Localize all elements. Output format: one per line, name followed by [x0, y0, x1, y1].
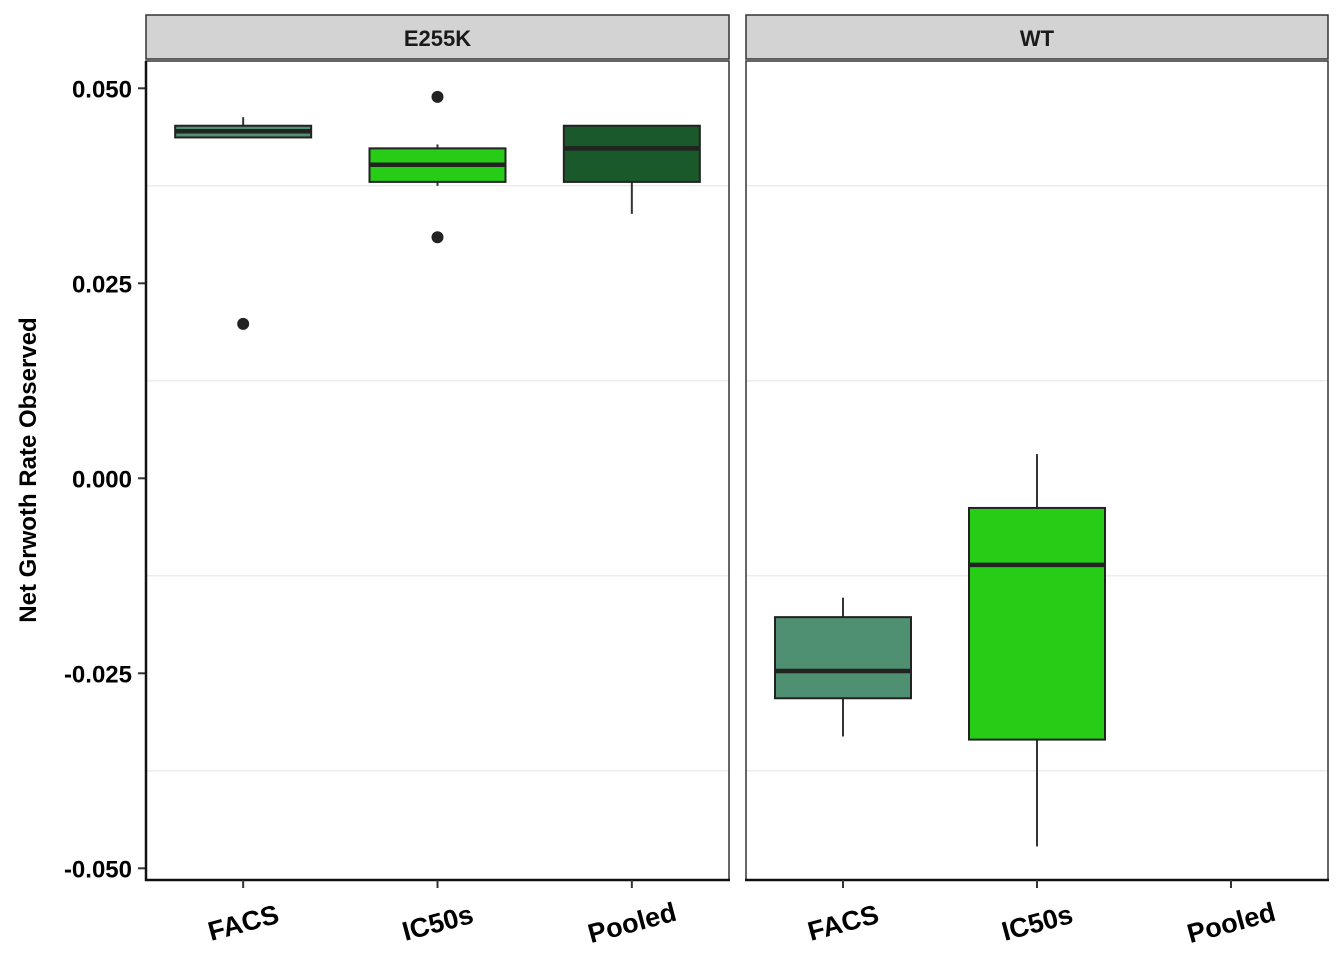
box-facs — [774, 597, 912, 737]
box-facs — [174, 117, 313, 330]
facet-strip — [745, 14, 1329, 60]
outlier-point — [237, 317, 250, 330]
facet-panel: E255K FACS IC50s Pooled — [145, 14, 730, 949]
box-iqr — [774, 616, 912, 700]
y-tick-label: 0.000 — [72, 466, 132, 493]
facet-panel: WT FACS IC50s Pooled — [745, 14, 1329, 949]
box-iqr — [562, 124, 701, 183]
box-ic50s — [968, 454, 1106, 847]
y-tick-label: -0.050 — [64, 856, 132, 883]
x-tick-label: FACS — [805, 899, 882, 947]
x-tick-label: IC50s — [999, 899, 1076, 947]
y-tick-label: 0.025 — [72, 271, 132, 298]
outlier-point — [431, 90, 444, 103]
x-tick-label: FACS — [205, 899, 282, 947]
facet-strip-label: WT — [1020, 26, 1055, 51]
x-tick-label: Pooled — [585, 897, 680, 949]
y-tick-label: -0.025 — [64, 661, 132, 688]
facets: E255K FACS IC50s Pooled WT FACS IC50s Pooled — [144, 14, 1329, 949]
y-tick-label: 0.050 — [72, 76, 132, 103]
y-axis: 0.050 0.025 0.000 -0.025 -0.050 — [64, 76, 146, 883]
box-ic50s — [368, 90, 507, 244]
x-tick-label: IC50s — [399, 899, 476, 947]
facet-strip — [145, 14, 730, 60]
facet-strip-label: E255K — [404, 26, 471, 51]
box-pooled — [562, 124, 701, 214]
outlier-point — [431, 231, 444, 244]
box-iqr — [968, 506, 1106, 741]
x-tick-label: Pooled — [1184, 897, 1279, 949]
y-axis-label: Net Grwoth Rate Observed — [15, 317, 42, 622]
